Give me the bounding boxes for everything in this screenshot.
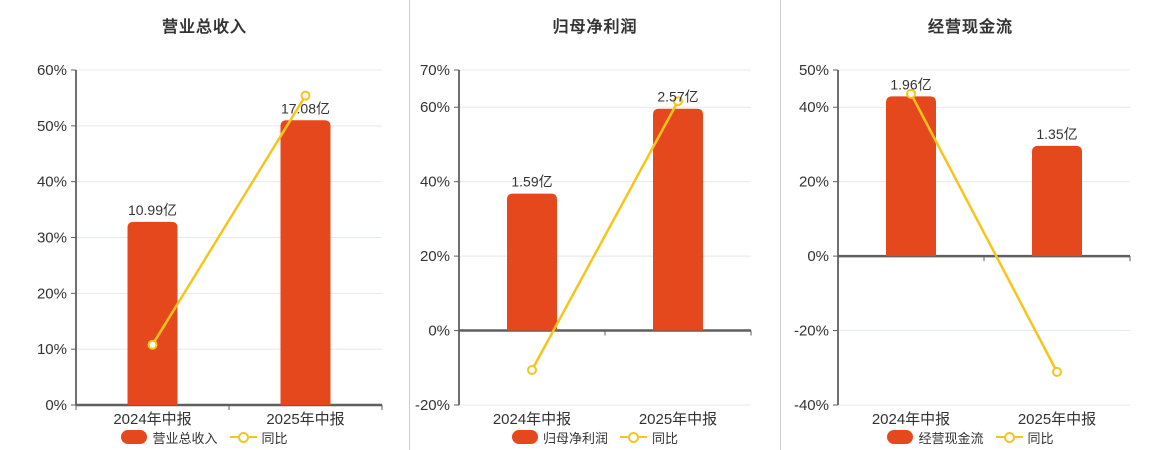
svg-text:20%: 20% <box>799 174 829 191</box>
svg-text:40%: 40% <box>799 99 829 116</box>
svg-text:50%: 50% <box>799 62 829 79</box>
legend-label-cash-flow-yoy: 同比 <box>1027 430 1054 446</box>
legend-label-cash-flow-bar: 经营现金流 <box>918 430 984 446</box>
legend-label-revenue-yoy: 同比 <box>261 430 288 446</box>
legend-label-revenue-bar: 营业总收入 <box>152 430 218 446</box>
svg-text:10%: 10% <box>37 341 67 358</box>
bar-series-swatch-icon <box>121 430 148 444</box>
svg-text:-20%: -20% <box>794 323 829 340</box>
legend-item-revenue-bar[interactable]: 营业总收入 <box>121 428 218 447</box>
svg-text:1.96亿: 1.96亿 <box>890 76 931 92</box>
svg-text:60%: 60% <box>37 62 67 79</box>
svg-text:-20%: -20% <box>415 397 450 414</box>
svg-text:40%: 40% <box>37 174 67 191</box>
legend-item-cash-flow-bar[interactable]: 经营现金流 <box>887 428 984 447</box>
svg-text:50%: 50% <box>37 118 67 135</box>
svg-text:1.59亿: 1.59亿 <box>511 174 552 190</box>
svg-text:70%: 70% <box>420 62 450 79</box>
svg-text:30%: 30% <box>37 230 67 247</box>
svg-text:20%: 20% <box>37 285 67 302</box>
chart-title-cash-flow: 经营现金流 <box>927 19 1013 36</box>
svg-text:40%: 40% <box>420 174 450 191</box>
line-series-swatch-icon <box>995 431 1023 443</box>
svg-text:2025年中报: 2025年中报 <box>1018 411 1096 428</box>
chart-title-net-profit: 归母净利润 <box>552 19 638 36</box>
svg-text:2024年中报: 2024年中报 <box>113 411 191 428</box>
chart-title-revenue: 营业总收入 <box>161 19 247 36</box>
legend-item-net-profit-yoy[interactable]: 同比 <box>620 428 678 447</box>
svg-text:1.35亿: 1.35亿 <box>1036 126 1077 142</box>
svg-text:2025年中报: 2025年中报 <box>639 411 717 428</box>
svg-text:2024年中报: 2024年中报 <box>493 411 571 428</box>
revenue-chart-canvas[interactable]: 0% 10% 20% 30% 40% 50% 60% 2024年中报 2025年中报 10.99亿… <box>0 0 410 450</box>
chart-panel-revenue: 0% 10% 20% 30% 40% 50% 60% 2024年中报 2025年中报 10.99亿… <box>0 0 410 450</box>
svg-text:0%: 0% <box>45 397 67 414</box>
svg-text:10.99亿: 10.99亿 <box>128 202 177 218</box>
svg-text:17.08亿: 17.08亿 <box>281 100 330 116</box>
legend-item-revenue-yoy[interactable]: 同比 <box>229 428 288 447</box>
svg-text:20%: 20% <box>420 248 450 265</box>
legend-net-profit: 归母净利润 同比 <box>410 428 780 446</box>
bar-series-swatch-icon <box>511 430 538 444</box>
legend-revenue: 营业总收入 同比 <box>0 428 409 446</box>
line-series-swatch-icon <box>620 431 647 443</box>
chart-panel-net-profit: -20% 0% 20% 40% 60% 70% 2024年中报 2025年中报 1.59亿 2.5… <box>410 0 781 450</box>
net-profit-chart-canvas[interactable]: -20% 0% 20% 40% 60% 70% 2024年中报 2025年中报 1.59亿 2.5… <box>410 0 781 450</box>
line-series-swatch-icon <box>229 431 257 443</box>
svg-text:0%: 0% <box>428 323 450 340</box>
legend-item-net-profit-bar[interactable]: 归母净利润 <box>511 428 608 447</box>
svg-text:-40%: -40% <box>794 397 829 414</box>
legend-item-cash-flow-yoy[interactable]: 同比 <box>995 428 1054 447</box>
svg-text:0%: 0% <box>807 248 829 265</box>
chart-panel-cash-flow: -40% -20% 0% 20% 40% 50% 2024年中报 2025年中报 1.96亿 1.… <box>781 0 1160 450</box>
svg-text:2.57亿: 2.57亿 <box>657 89 698 105</box>
svg-text:2024年中报: 2024年中报 <box>872 411 950 428</box>
bar-series-swatch-icon <box>887 430 914 444</box>
legend-cash-flow: 经营现金流 同比 <box>781 428 1160 446</box>
legend-label-net-profit-yoy: 同比 <box>652 430 679 446</box>
cash-flow-chart-canvas[interactable]: -40% -20% 0% 20% 40% 50% 2024年中报 2025年中报 1.96亿 1.… <box>781 0 1160 450</box>
svg-text:60%: 60% <box>420 99 450 116</box>
legend-label-net-profit-bar: 归母净利润 <box>542 430 608 446</box>
svg-text:2025年中报: 2025年中报 <box>266 411 344 428</box>
